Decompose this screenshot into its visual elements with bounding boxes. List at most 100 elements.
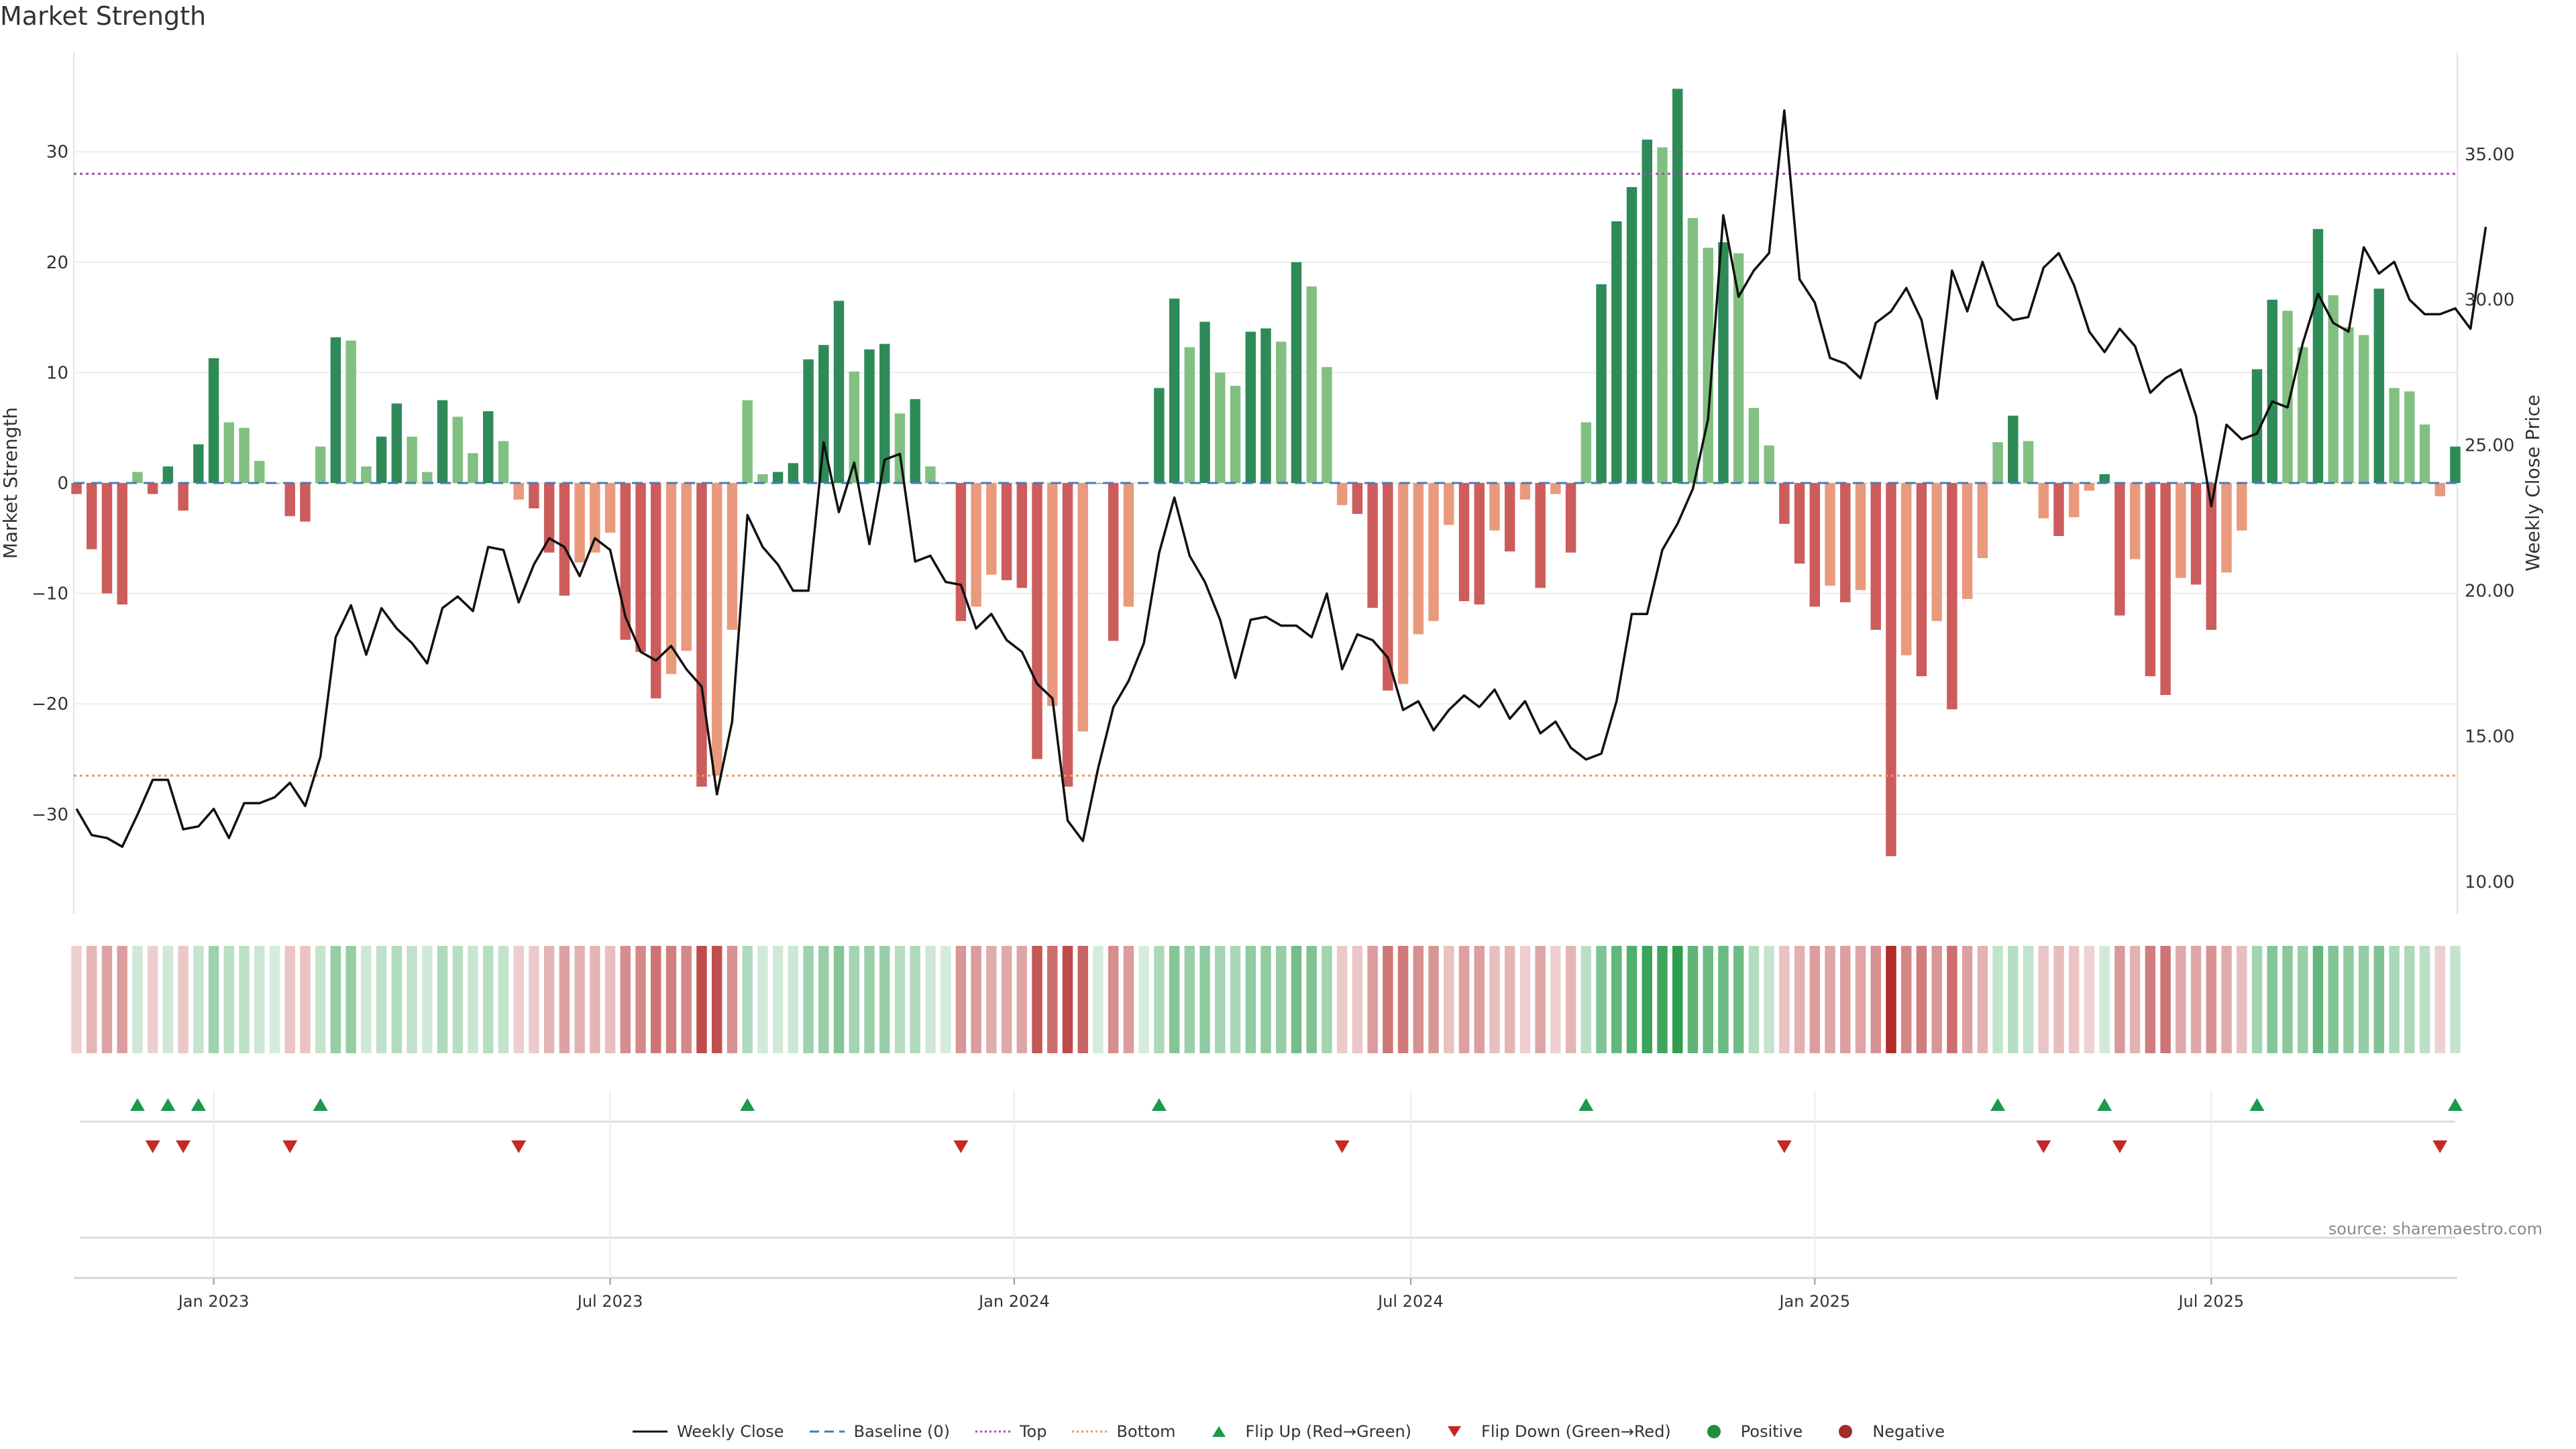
heat-cell: [1580, 946, 1592, 1053]
heat-cell: [1428, 946, 1439, 1053]
x-tick-label: Jul 2024: [1377, 1292, 1444, 1311]
heat-cell: [437, 946, 448, 1053]
heat-cell: [696, 946, 707, 1053]
negative-bar: [681, 483, 692, 651]
flip-down-marker: [145, 1140, 160, 1153]
positive-bar: [376, 436, 387, 483]
flip-up-marker: [1151, 1098, 1167, 1111]
y2-axis-label: Weekly Close Price: [2522, 394, 2544, 571]
positive-bar: [2297, 347, 2308, 483]
heat-cell: [1977, 946, 1988, 1053]
positive-bar: [742, 400, 753, 483]
heat-cell: [1748, 946, 1760, 1053]
negative-bar: [1977, 483, 1988, 558]
legend-label: Baseline (0): [853, 1421, 950, 1441]
positive-bar: [1306, 286, 1317, 483]
positive-bar: [2328, 295, 2339, 483]
heat-cell: [1367, 946, 1378, 1053]
positive-bar: [2008, 415, 2019, 483]
heat-cell: [147, 946, 158, 1053]
positive-bar: [1748, 408, 1760, 483]
positive-bar: [2450, 446, 2461, 483]
positive-bar: [1184, 347, 1195, 483]
positive-bar: [2251, 369, 2263, 483]
heat-cell: [1840, 946, 1851, 1053]
positive-bar: [1093, 483, 1104, 484]
heat-cell: [1947, 946, 1957, 1053]
heat-cell: [2404, 946, 2415, 1053]
heat-cell: [468, 946, 478, 1053]
positive-bar: [1215, 372, 1226, 483]
negative-bar: [1352, 483, 1363, 515]
heat-cell: [101, 946, 113, 1053]
heat-cell: [2343, 946, 2354, 1053]
positive-bar: [925, 466, 936, 483]
heat-cell: [1138, 946, 1149, 1053]
flip-down-marker: [2112, 1140, 2127, 1153]
positive-bar: [879, 343, 890, 483]
legend-item: Top: [974, 1421, 1046, 1441]
negative-bar: [1336, 483, 1348, 505]
heat-cell: [894, 946, 906, 1053]
negative-bar: [1123, 483, 1134, 607]
heat-cell: [71, 946, 82, 1053]
negative-bar: [1565, 483, 1576, 553]
negative-bar: [529, 483, 539, 508]
positive-bar: [940, 483, 951, 484]
negative-bar: [2237, 483, 2247, 531]
heat-cell: [223, 946, 235, 1053]
legend-swatch: [975, 1430, 1010, 1432]
heat-cell: [2358, 946, 2369, 1053]
heat-cell: [2221, 946, 2232, 1053]
legend-label: Weekly Close: [676, 1421, 784, 1441]
positive-bar: [1992, 442, 2003, 483]
heat-cell: [178, 946, 189, 1053]
heat-cell: [818, 946, 829, 1053]
y2-tick-label: 15.00: [2465, 727, 2514, 747]
y2-tick-label: 10.00: [2465, 872, 2514, 892]
positive-bar: [498, 441, 509, 483]
negative-bar: [1489, 483, 1500, 531]
heat-cell: [1642, 946, 1652, 1053]
positive-bar: [422, 472, 433, 483]
flip-up-marker: [1578, 1098, 1594, 1111]
heat-cell: [2145, 946, 2156, 1053]
heat-cell: [833, 946, 845, 1053]
legend-item: Flip Up (Red→Green): [1200, 1421, 1411, 1441]
heat-cell: [1626, 946, 1638, 1053]
heat-cell: [407, 946, 417, 1053]
legend-item: Baseline (0): [808, 1421, 950, 1441]
heat-cell: [955, 946, 967, 1053]
heat-cell: [2053, 946, 2064, 1053]
negative-bar: [574, 483, 585, 563]
heat-cell: [727, 946, 738, 1053]
negative-bar: [651, 483, 661, 698]
positive-bar: [2312, 229, 2324, 483]
heat-cell: [2434, 946, 2445, 1053]
positive-bar: [254, 461, 265, 483]
flip-up-marker: [1990, 1098, 2006, 1111]
negative-bar: [1428, 483, 1439, 621]
positive-bar: [1291, 262, 1302, 483]
positive-bar: [788, 463, 799, 483]
negative-bar: [117, 483, 127, 605]
legend-item: Negative: [1827, 1421, 1945, 1441]
heat-cell: [2160, 946, 2171, 1053]
negative-bar: [1809, 483, 1821, 607]
negative-bar: [1916, 483, 1927, 677]
y-tick-label: 20: [46, 253, 68, 273]
heat-cell: [1733, 946, 1744, 1053]
negative-bar: [2434, 483, 2445, 496]
heat-cell: [498, 946, 509, 1053]
heat-cell: [300, 946, 311, 1053]
heat-cell: [193, 946, 204, 1053]
positive-bar: [1245, 331, 1256, 483]
heat-cell: [559, 946, 570, 1053]
heat-cell: [1855, 946, 1866, 1053]
negative-bar: [955, 483, 967, 621]
negative-bar: [71, 483, 82, 494]
negative-bar: [727, 483, 738, 630]
legend-swatch: [1212, 1426, 1226, 1437]
negative-bar: [2160, 483, 2171, 696]
heat-cell: [1397, 946, 1409, 1053]
